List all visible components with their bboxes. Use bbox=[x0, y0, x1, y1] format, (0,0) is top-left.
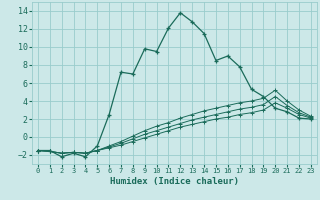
X-axis label: Humidex (Indice chaleur): Humidex (Indice chaleur) bbox=[110, 177, 239, 186]
